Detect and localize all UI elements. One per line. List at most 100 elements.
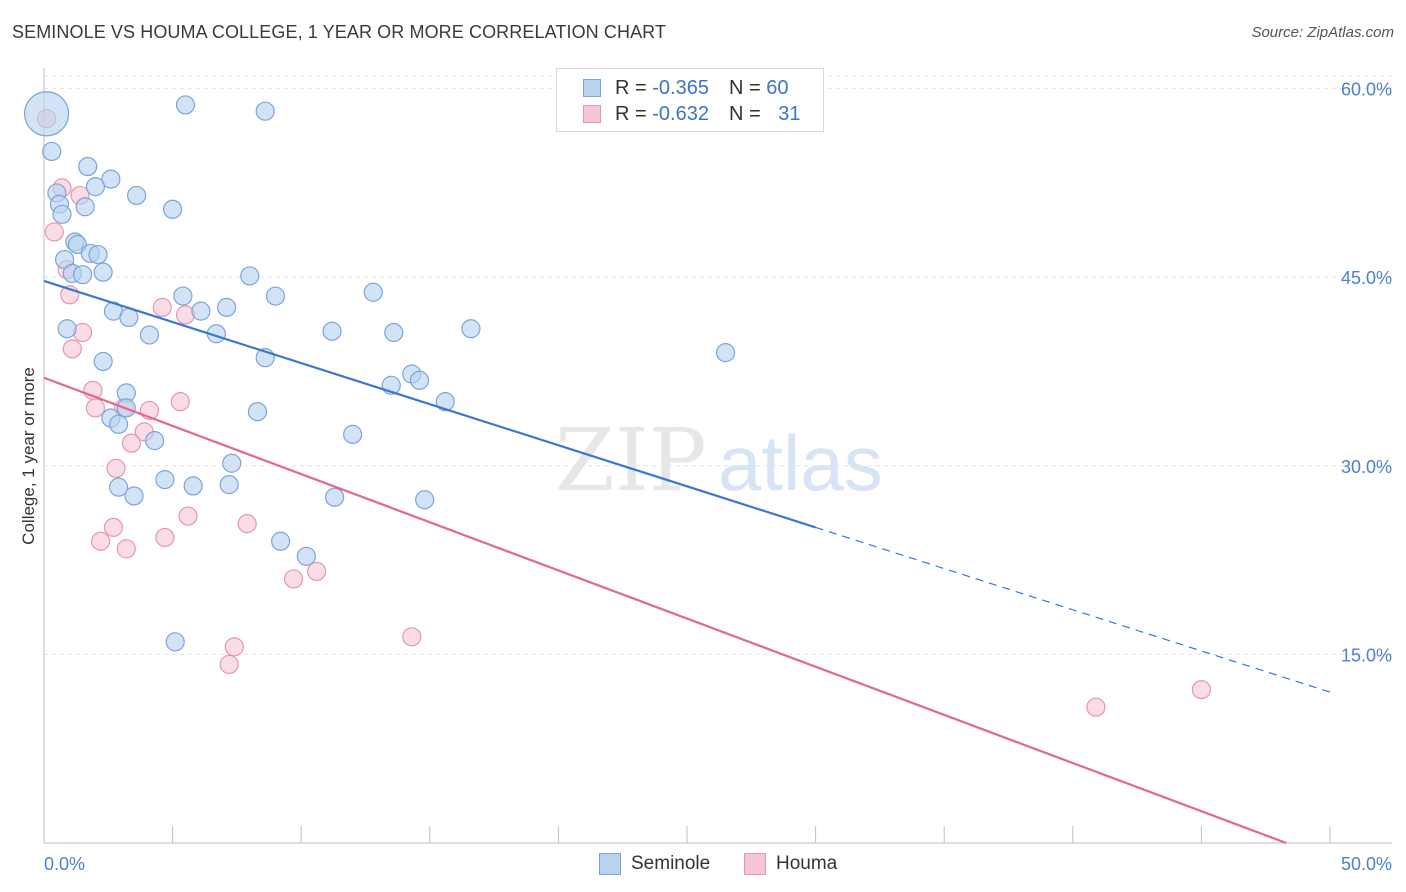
seminole-point	[271, 531, 291, 551]
houma-point	[178, 506, 198, 526]
seminole-point	[363, 282, 383, 302]
seminole-point	[296, 546, 316, 566]
houma-point	[121, 433, 142, 453]
seminole-trend-extension	[815, 526, 1331, 693]
houma-point	[170, 392, 190, 412]
seminole-point	[23, 91, 70, 137]
legend-row-houma: R = -0.632 N = 31	[583, 103, 800, 125]
watermark-zip: ZIP	[555, 411, 707, 511]
seminole-point	[124, 486, 144, 506]
watermark: ZIP atlas	[555, 411, 883, 511]
houma-swatch	[583, 105, 601, 123]
seminole-point	[42, 141, 62, 162]
seminole-point	[255, 101, 275, 121]
seminole-point	[173, 286, 193, 306]
seminole-point	[101, 169, 121, 189]
y-axis-label: College, 1 year or more	[19, 367, 38, 545]
seminole-legend-label: Seminole	[631, 853, 711, 874]
seminole-point	[57, 319, 77, 339]
houma-point	[283, 569, 304, 589]
seminole-point	[217, 297, 237, 317]
seminole-point	[52, 204, 72, 224]
seminole-point	[247, 402, 268, 422]
legend-n-label: N =	[728, 76, 767, 99]
legend-r-label: R =	[615, 76, 653, 99]
legend-r-label: R =	[615, 102, 653, 125]
seminole-point	[163, 199, 183, 219]
seminole-point	[715, 343, 736, 363]
legend-n-value: 31	[778, 102, 801, 125]
houma-point	[224, 637, 244, 657]
seminole-point	[409, 370, 430, 390]
correlation-legend: R = -0.365 N = 60 R = -0.632 N = 31	[556, 68, 824, 132]
houma-point	[106, 458, 126, 478]
y-tick-label: 45.0%	[1341, 268, 1392, 288]
seminole-point	[85, 177, 106, 197]
x-tick-label: 0.0%	[44, 854, 85, 874]
seminole-point	[191, 301, 211, 321]
watermark-atlas: atlas	[718, 419, 883, 507]
houma-legend-swatch	[744, 853, 766, 875]
seminole-point	[88, 244, 108, 265]
grid-lines	[44, 75, 1392, 655]
legend-n-label: N =	[728, 102, 767, 125]
seminole-point	[384, 322, 404, 343]
houma-point	[62, 339, 82, 359]
y-tick-label: 15.0%	[1341, 645, 1392, 665]
houma-point	[103, 517, 124, 537]
seminole-point	[415, 490, 435, 510]
y-tick-label: 60.0%	[1341, 80, 1392, 100]
chart-title: SEMINOLE VS HOUMA COLLEGE, 1 YEAR OR MOR…	[12, 22, 667, 42]
houma-point	[219, 654, 239, 675]
houma-trend-line	[43, 376, 1287, 845]
houma-point	[307, 561, 327, 582]
legend-n-value: 60	[766, 76, 789, 99]
seminole-point	[126, 185, 147, 206]
seminole-point	[240, 266, 260, 286]
houma-point	[1191, 679, 1212, 700]
legend-r-value: -0.365	[652, 76, 709, 99]
seminole-point	[144, 431, 165, 451]
seminole-swatch	[583, 79, 601, 97]
houma-point	[402, 627, 422, 647]
seminole-point	[93, 262, 113, 282]
seminole-point	[93, 351, 113, 372]
houma-point	[90, 531, 111, 551]
houma-point	[116, 539, 136, 559]
seminole-points	[23, 91, 736, 652]
houma-legend-label: Houma	[776, 853, 838, 874]
y-tick-labels: 15.0% 30.0% 45.0% 60.0%	[1341, 80, 1392, 666]
seminole-point	[75, 197, 95, 217]
houma-point	[155, 527, 175, 548]
seminole-point	[322, 321, 342, 341]
houma-point	[44, 222, 64, 242]
source-credit: Source: ZipAtlas.com	[1251, 24, 1394, 41]
seminole-point	[72, 265, 93, 285]
seminole-point	[78, 156, 98, 177]
seminole-point	[343, 424, 363, 444]
seminole-point	[139, 325, 160, 345]
x-tick-labels: 0.0% 50.0%	[44, 854, 1392, 874]
x-tick-label: 50.0%	[1341, 854, 1392, 874]
bottom-legend-seminole: Seminole	[599, 852, 710, 876]
legend-r-value: -0.632	[652, 102, 709, 125]
houma-point	[85, 398, 106, 418]
seminole-point	[435, 392, 455, 412]
seminole-point	[175, 95, 196, 115]
seminole-point	[265, 286, 286, 306]
seminole-point	[165, 632, 185, 652]
trend-lines	[43, 279, 1331, 845]
seminole-point	[155, 470, 175, 490]
bottom-legend-houma: Houma	[744, 852, 837, 876]
legend-row-seminole: R = -0.365 N = 60	[583, 77, 788, 99]
seminole-point	[325, 487, 345, 507]
houma-point	[1086, 697, 1106, 717]
seminole-legend-swatch	[599, 853, 621, 875]
y-tick-label: 30.0%	[1341, 457, 1392, 477]
seminole-point	[461, 319, 481, 339]
seminole-point	[222, 453, 242, 473]
axes	[43, 68, 1392, 844]
seminole-trend-line	[43, 279, 816, 529]
seminole-point	[219, 475, 239, 495]
